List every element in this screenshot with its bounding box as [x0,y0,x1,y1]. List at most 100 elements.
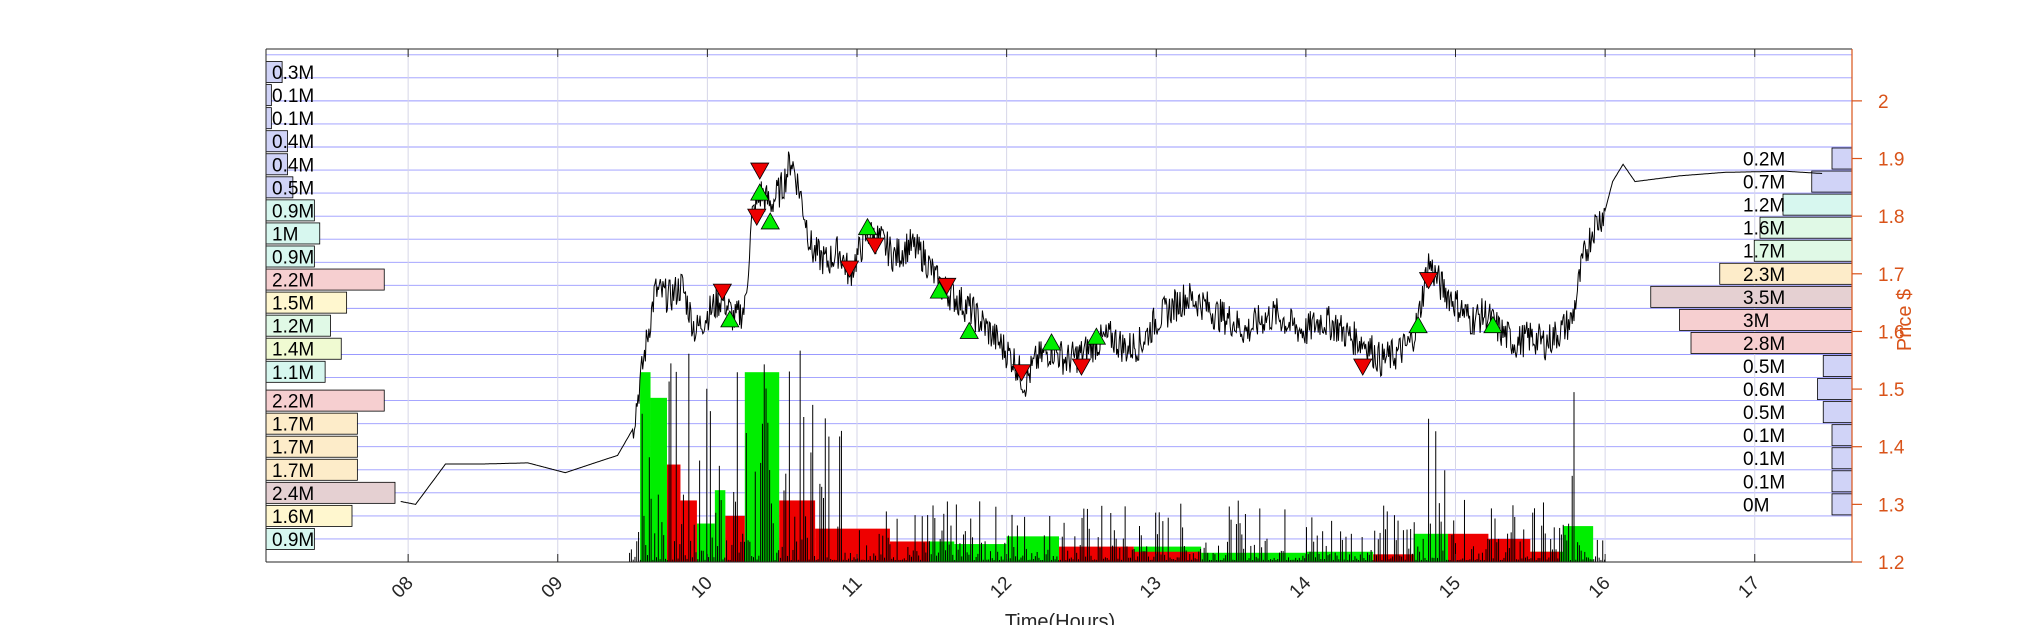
x-tick-label: 17 [1734,573,1764,603]
volume-profile-label-right: 0M [1743,495,1769,516]
volume-bin-sell [1448,533,1489,562]
volume-profile-label-left: 2.2M [272,392,314,413]
volume-profile-label-right: 1.6M [1743,219,1785,240]
volume-bin-sell [815,528,890,562]
volume-profile-label-right: 0.7M [1743,173,1785,194]
volume-bin-buy [650,397,667,562]
volume-profile-label-right: 0.1M [1743,449,1785,470]
volume-profile-label-right: 2.8M [1743,334,1785,355]
grid-lines [266,49,1852,563]
x-tick-label: 08 [388,573,418,603]
buy-signal-marker [1483,315,1503,334]
volume-bin-buy [1006,536,1059,562]
volume-profile-label-right: 3.5M [1743,288,1785,309]
volume-profile-label-left: 1.2M [272,317,314,338]
y-tick-label: 2 [1878,92,1889,113]
sell-signal-marker [1353,358,1373,376]
volume-profile-label-left: 0.1M [272,86,314,107]
buy-signal-marker [1408,315,1428,334]
y-axis-label: Price $ [1894,289,1916,351]
volume-profile-label-right: 0.2M [1743,150,1785,171]
sell-signal-marker [750,162,770,180]
volume-profile-label-left: 2.4M [272,484,314,505]
volume-bin-sell [1059,546,1134,562]
sell-signal-marker [865,237,885,255]
sell-signal-marker [1011,364,1032,382]
y-tick-label: 1.7 [1878,265,1904,286]
y-tick-label: 1.8 [1878,207,1904,228]
volume-profile-label-left: 1.7M [272,438,314,459]
volume-profile-label-right: 1.7M [1743,242,1785,263]
volume-profile-bar-right [1817,378,1853,401]
volume-bin-sell [666,464,681,562]
buy-signal-marker [760,212,780,230]
volume-profile-label-left: 0.3M [272,63,314,84]
x-tick-label: 10 [687,573,717,603]
volume-profile-label-right: 3M [1743,311,1769,332]
volume-profile-label-left: 1M [272,224,298,245]
buy-signal-marker [750,183,770,201]
volume-profile-label-right: 0.1M [1743,426,1785,447]
sell-signal-marker [839,260,860,278]
volume-profile-bar-left [265,107,272,130]
volume-profile-label-left: 0.5M [272,178,314,199]
volume-profile-bar-right [1822,401,1853,424]
volume-profile-label-right: 0.5M [1743,357,1785,378]
y-tick-label: 1.9 [1878,150,1904,171]
volume-profile-label-left: 0.9M [272,248,314,269]
buy-signal-marker [929,281,949,299]
volume-profile-label-right: 0.5M [1743,403,1785,424]
y-tick-label: 1.3 [1878,495,1904,516]
buy-signal-marker [720,310,740,328]
volume-bin-buy [640,372,651,562]
volume-profile-label-left: 1.7M [272,415,314,436]
volume-profile-label-left: 0.1M [272,109,314,130]
volume-bin-sell [1133,551,1202,562]
volume-bin-buy [1305,551,1374,562]
x-tick-label: 09 [538,573,568,603]
volume-bin-buy [1563,526,1594,562]
y-tick-label: 1.6 [1878,322,1904,343]
x-tick-label: 16 [1585,573,1615,603]
volume-profile-label-right: 0.6M [1743,380,1785,401]
volume-profile-bar-right [1719,262,1853,285]
plot-background [266,49,1852,562]
volume-profile-label-left: 0.4M [272,132,314,153]
buy-signal-marker [1041,333,1062,351]
volume-profile-bar-right [1831,493,1853,516]
volume-profile-left: 0.9M1.6M2.4M1.7M1.7M1.7M2.2M1.1M1.4M1.2M… [265,61,396,551]
x-tick-label: 13 [1136,573,1166,603]
volume-profile-label-left: 0.4M [272,155,314,176]
volume-profile-label-right: 1.2M [1743,196,1785,217]
volume-profile-label-right: 2.3M [1743,265,1785,286]
volume-bin-buy [714,490,726,562]
volume-profile-label-left: 1.6M [272,507,314,528]
volume-profile-label-right: 0.1M [1743,472,1785,493]
price-line [400,151,1823,505]
volume-profile-bar-right [1831,447,1853,470]
y-tick-label: 1.2 [1878,553,1904,574]
volume-profile-bar-right [1831,147,1853,170]
volume-bin-sell [1373,554,1414,562]
volume-profile-label-left: 1.1M [272,363,314,384]
volume-profile-bar-right [1782,193,1853,216]
volume-profile-label-left: 1.4M [272,340,314,361]
volume-profile-bar-right [1831,424,1853,447]
x-tick-label: 11 [838,573,867,602]
volume-profile-label-left: 2.2M [272,271,314,292]
volume-profile-bar-right [1831,470,1853,493]
sell-signal-marker [937,277,957,296]
volume-profile-bar-right [1811,170,1853,193]
sell-signal-marker [712,283,733,301]
buy-signal-marker [857,217,878,236]
x-tick-label: 14 [1286,572,1316,602]
volume-profile-right: 0M0.1M0.1M0.1M0.5M0.6M0.5M2.8M3M3.5M2.3M… [1650,147,1853,516]
volume-bin-sell [779,500,816,562]
price-series [400,151,1823,505]
plot-area [266,49,1852,562]
x-tick-label: 12 [986,573,1016,603]
volume-profile-label-left: 0.9M [272,201,314,222]
sell-signal-marker [1418,272,1439,290]
trade-signals [712,162,1503,382]
